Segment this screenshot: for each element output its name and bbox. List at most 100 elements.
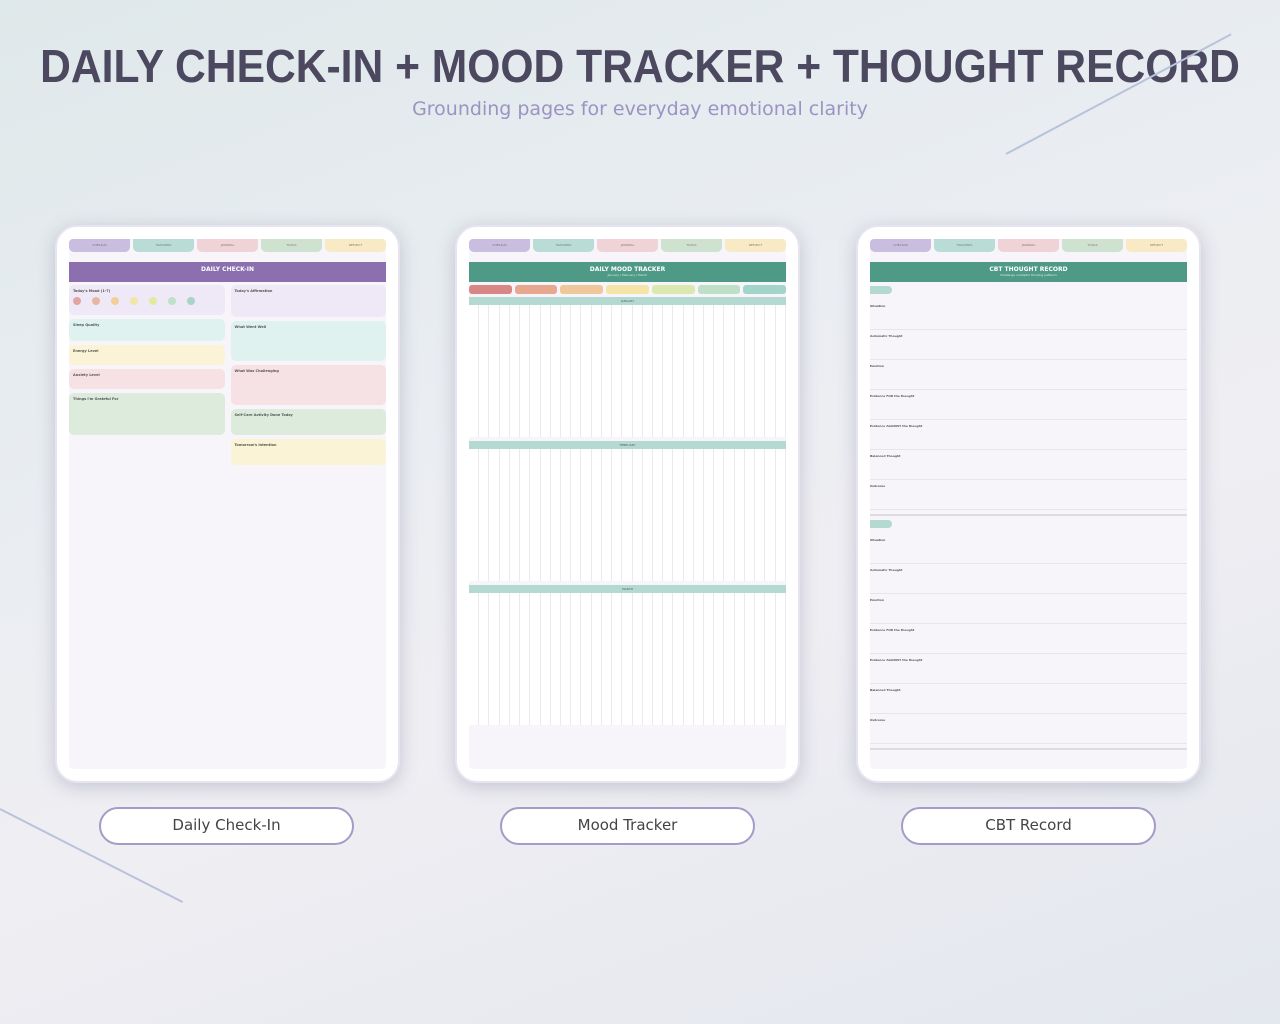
page-title: DAILY CHECK-IN + MOOD TRACKER + THOUGHT … — [40, 40, 1240, 92]
card-label: Self-Care Activity Done Today — [234, 413, 293, 417]
tab-3[interactable]: TOOLS — [1062, 239, 1123, 252]
row-label: Situation — [870, 304, 886, 308]
card-left-1[interactable]: Sleep Quality — [69, 319, 225, 341]
cbt-row[interactable]: Evidence AGAINST the thought — [870, 654, 1187, 684]
cbt-row[interactable]: Situation — [870, 300, 1187, 330]
card-left-2[interactable]: Energy Level — [69, 345, 225, 365]
cbt-row[interactable]: Emotion — [870, 594, 1187, 624]
card-label: Sleep Quality — [73, 323, 100, 327]
cbt-row[interactable]: Outcome — [870, 714, 1187, 744]
cbt-row[interactable]: Evidence AGAINST the thought — [870, 420, 1187, 450]
tablet-mood-tracker: CHECK-IN TRACKERS JOURNAL TOOLS REFLECT DAILY… — [455, 225, 800, 783]
mood-scale-swatch — [606, 285, 649, 294]
tab-4[interactable]: REFLECT — [1126, 239, 1187, 252]
card-label: Energy Level — [73, 349, 99, 353]
header-title: DAILY CHECK-IN — [201, 266, 254, 273]
month-header: FEBRUARY — [469, 441, 786, 449]
mood-scale-swatch — [560, 285, 604, 294]
entry-badge — [870, 520, 892, 528]
page-header: DAILY CHECK-IN — [69, 262, 386, 282]
row-label: Automatic Thought — [870, 568, 903, 572]
card-right-3[interactable]: Self-Care Activity Done Today — [230, 409, 386, 435]
tab-1[interactable]: TRACKERS — [934, 239, 995, 252]
card-label: What Went Well — [234, 325, 267, 329]
row-label: Situation — [870, 538, 886, 542]
label-cbt-record[interactable]: CBT Record — [901, 807, 1156, 845]
mood-scale-swatch — [514, 285, 558, 294]
cbt-row[interactable]: Evidence FOR the thought — [870, 624, 1187, 654]
card-right-2[interactable]: What Was Challenging — [230, 365, 386, 405]
cbt-row[interactable]: Automatic Thought — [870, 564, 1187, 594]
label-daily-checkin[interactable]: Daily Check-In — [99, 807, 354, 845]
mood-scale-swatch — [697, 285, 741, 294]
row-label: Emotion — [870, 598, 884, 602]
cbt-row[interactable]: Balanced Thought — [870, 684, 1187, 714]
month-grid[interactable] — [469, 593, 786, 725]
tab-0[interactable]: CHECK-IN — [69, 239, 130, 252]
card-label: Today's Mood (1-7) — [73, 289, 111, 293]
tab-bar: CHECK-IN TRACKERS JOURNAL TOOLS REFLECT — [870, 239, 1187, 252]
tab-2[interactable]: JOURNAL — [197, 239, 258, 252]
mood-circle[interactable] — [92, 297, 100, 305]
card-label: Things I'm Grateful For — [73, 397, 119, 401]
page-subtitle: Grounding pages for everyday emotional c… — [412, 98, 868, 120]
row-label: Evidence FOR the thought — [870, 394, 915, 398]
mood-circle[interactable] — [149, 297, 157, 305]
card-left-4[interactable]: Things I'm Grateful For — [69, 393, 225, 435]
row-label: Outcome — [870, 718, 886, 722]
card-label: Anxiety Level — [73, 373, 100, 377]
card-left-3[interactable]: Anxiety Level — [69, 369, 225, 389]
page-header: DAILY MOOD TRACKER January / February / M… — [469, 262, 786, 282]
tab-0[interactable]: CHECK-IN — [469, 239, 530, 252]
tab-4[interactable]: REFLECT — [725, 239, 786, 252]
card-left-0[interactable]: Today's Mood (1-7) — [69, 285, 225, 315]
row-label: Evidence AGAINST the thought — [870, 658, 923, 662]
cbt-row[interactable]: Balanced Thought — [870, 450, 1187, 480]
tab-bar: CHECK-IN TRACKERS JOURNAL TOOLS REFLECT — [469, 239, 786, 252]
cbt-row[interactable]: Outcome — [870, 480, 1187, 510]
mood-scale-swatch — [469, 285, 512, 294]
tab-3[interactable]: TOOLS — [661, 239, 722, 252]
card-right-4[interactable]: Tomorrow's Intention — [230, 439, 386, 465]
tab-1[interactable]: TRACKERS — [533, 239, 594, 252]
page-header: CBT THOUGHT RECORD Challenge unhelpful th… — [870, 262, 1187, 282]
cbt-row[interactable]: Situation — [870, 534, 1187, 564]
mood-scale-swatch — [743, 285, 786, 294]
row-label: Evidence FOR the thought — [870, 628, 915, 632]
tab-bar: CHECK-IN TRACKERS JOURNAL TOOLS REFLECT — [69, 239, 386, 252]
row-label: Outcome — [870, 484, 886, 488]
mood-circle[interactable] — [130, 297, 138, 305]
header-title: CBT THOUGHT RECORD — [989, 266, 1068, 273]
header-subtitle: January / February / March — [607, 273, 648, 277]
row-label: Balanced Thought — [870, 454, 901, 458]
tab-3[interactable]: TOOLS — [261, 239, 322, 252]
card-label: What Was Challenging — [234, 369, 279, 373]
tab-4[interactable]: REFLECT — [325, 239, 386, 252]
mood-circle[interactable] — [168, 297, 176, 305]
mood-circle[interactable] — [111, 297, 119, 305]
mood-circle[interactable] — [187, 297, 195, 305]
tab-0[interactable]: CHECK-IN — [870, 239, 931, 252]
cbt-row[interactable]: Emotion — [870, 360, 1187, 390]
cbt-row[interactable]: Evidence FOR the thought — [870, 390, 1187, 420]
tab-1[interactable]: TRACKERS — [133, 239, 194, 252]
card-label: Today's Affirmation — [234, 289, 273, 293]
month-grid[interactable] — [469, 305, 786, 437]
entry-badge — [870, 286, 892, 294]
mood-circle[interactable] — [73, 297, 81, 305]
card-right-1[interactable]: What Went Well — [230, 321, 386, 361]
header-title: DAILY MOOD TRACKER — [589, 266, 666, 273]
card-label: Tomorrow's Intention — [234, 443, 277, 447]
cbt-row[interactable]: Automatic Thought — [870, 330, 1187, 360]
tab-2[interactable]: JOURNAL — [998, 239, 1059, 252]
month-grid[interactable] — [469, 449, 786, 581]
card-right-0[interactable]: Today's Affirmation — [230, 285, 386, 317]
mood-scale-swatch — [651, 285, 695, 294]
tab-2[interactable]: JOURNAL — [597, 239, 658, 252]
label-mood-tracker[interactable]: Mood Tracker — [500, 807, 755, 845]
tablet-daily-checkin: CHECK-IN TRACKERS JOURNAL TOOLS REFLECT DAILY… — [55, 225, 400, 783]
row-label: Evidence AGAINST the thought — [870, 424, 923, 428]
row-label: Emotion — [870, 364, 884, 368]
header-subtitle: Challenge unhelpful thinking patterns — [1000, 273, 1057, 277]
row-label: Automatic Thought — [870, 334, 903, 338]
